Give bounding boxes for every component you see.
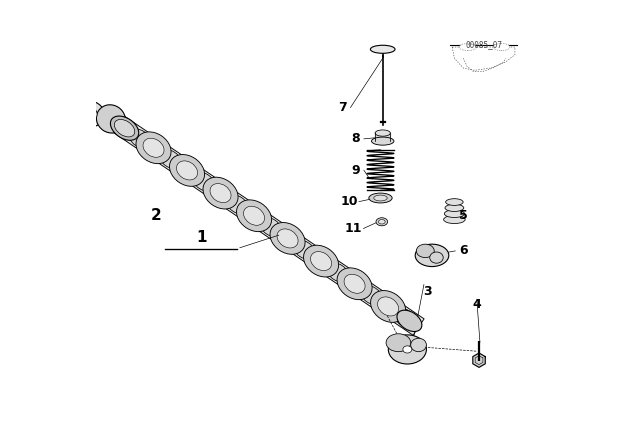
Polygon shape bbox=[473, 353, 485, 367]
Ellipse shape bbox=[115, 120, 135, 137]
Text: 6: 6 bbox=[459, 244, 468, 258]
Ellipse shape bbox=[111, 116, 139, 140]
Ellipse shape bbox=[159, 149, 182, 169]
Ellipse shape bbox=[65, 100, 104, 129]
Ellipse shape bbox=[411, 338, 426, 352]
Text: 5: 5 bbox=[459, 208, 468, 222]
Text: 7: 7 bbox=[338, 101, 347, 114]
Ellipse shape bbox=[371, 45, 395, 53]
Ellipse shape bbox=[193, 172, 215, 191]
Ellipse shape bbox=[310, 252, 332, 271]
Ellipse shape bbox=[394, 308, 416, 327]
Ellipse shape bbox=[430, 252, 444, 263]
Ellipse shape bbox=[360, 285, 383, 305]
Text: 11: 11 bbox=[345, 222, 362, 235]
Ellipse shape bbox=[136, 132, 171, 164]
Ellipse shape bbox=[371, 291, 406, 322]
Ellipse shape bbox=[170, 155, 205, 186]
Ellipse shape bbox=[417, 244, 435, 258]
Ellipse shape bbox=[259, 217, 282, 237]
Ellipse shape bbox=[210, 184, 231, 202]
Ellipse shape bbox=[397, 310, 422, 332]
Ellipse shape bbox=[326, 263, 349, 282]
Ellipse shape bbox=[445, 204, 464, 211]
Text: 8: 8 bbox=[351, 132, 360, 146]
Ellipse shape bbox=[277, 229, 298, 248]
Polygon shape bbox=[375, 133, 390, 141]
Text: 9: 9 bbox=[351, 164, 360, 177]
Ellipse shape bbox=[374, 195, 387, 201]
Polygon shape bbox=[108, 113, 424, 335]
Ellipse shape bbox=[143, 138, 164, 157]
Ellipse shape bbox=[270, 223, 305, 254]
Ellipse shape bbox=[97, 105, 125, 133]
Ellipse shape bbox=[337, 268, 372, 300]
Ellipse shape bbox=[376, 218, 388, 226]
Ellipse shape bbox=[237, 200, 271, 232]
Ellipse shape bbox=[378, 297, 399, 316]
Ellipse shape bbox=[369, 193, 392, 203]
Ellipse shape bbox=[244, 206, 264, 225]
Ellipse shape bbox=[388, 335, 426, 364]
Ellipse shape bbox=[72, 105, 97, 123]
Text: 4: 4 bbox=[472, 298, 481, 311]
Ellipse shape bbox=[403, 346, 412, 353]
Text: 2: 2 bbox=[151, 207, 162, 223]
Ellipse shape bbox=[375, 130, 390, 136]
Ellipse shape bbox=[444, 210, 465, 218]
Ellipse shape bbox=[493, 43, 510, 51]
Ellipse shape bbox=[226, 195, 248, 214]
Ellipse shape bbox=[293, 240, 316, 259]
Text: 10: 10 bbox=[340, 195, 358, 208]
Ellipse shape bbox=[203, 177, 238, 209]
Text: 3: 3 bbox=[423, 284, 432, 298]
Ellipse shape bbox=[344, 274, 365, 293]
Ellipse shape bbox=[177, 161, 198, 180]
Ellipse shape bbox=[445, 198, 463, 205]
Ellipse shape bbox=[415, 244, 449, 267]
Ellipse shape bbox=[303, 245, 339, 277]
Text: 1: 1 bbox=[196, 230, 207, 245]
Ellipse shape bbox=[372, 137, 394, 145]
Ellipse shape bbox=[378, 220, 385, 224]
Ellipse shape bbox=[386, 334, 411, 352]
Text: 00085_07: 00085_07 bbox=[465, 40, 502, 49]
Ellipse shape bbox=[129, 129, 151, 148]
Ellipse shape bbox=[460, 43, 476, 51]
Ellipse shape bbox=[444, 215, 465, 224]
